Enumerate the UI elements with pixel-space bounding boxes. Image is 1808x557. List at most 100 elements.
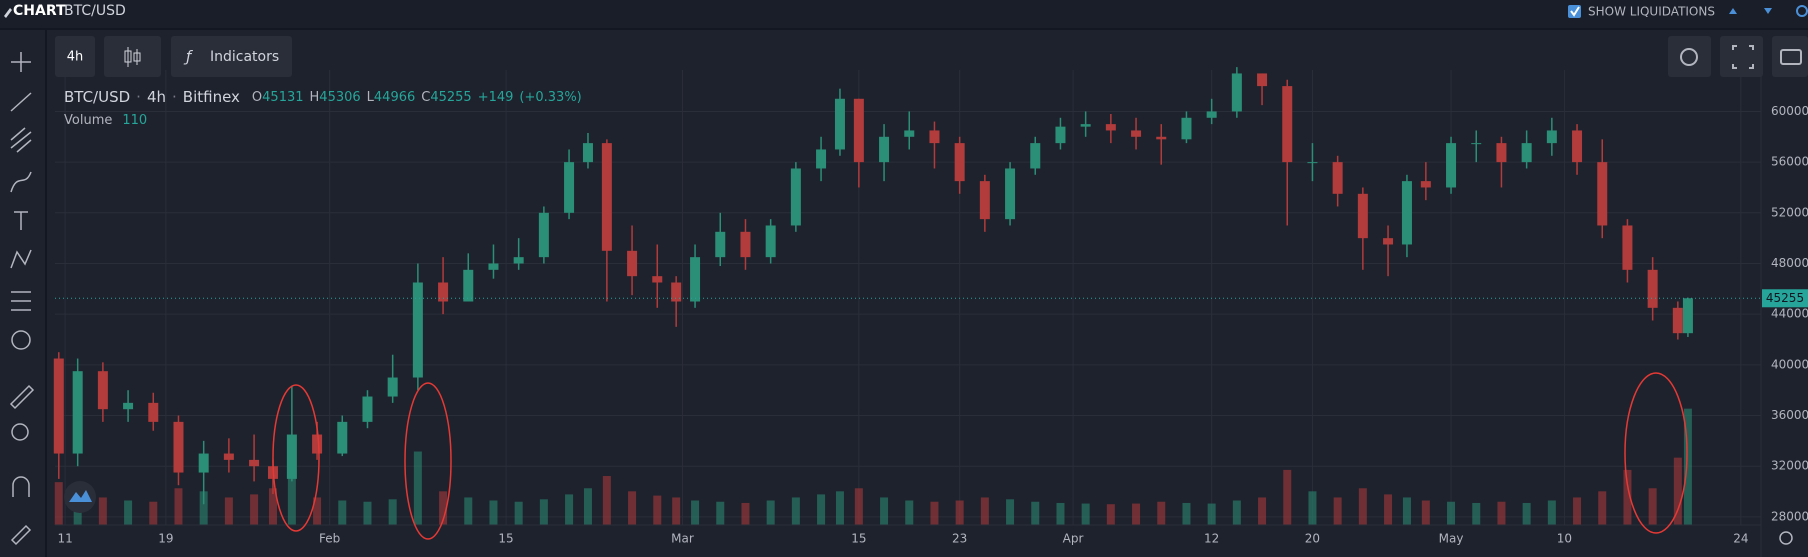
fullscreen-icon (1732, 45, 1754, 69)
fib-tool[interactable] (10, 127, 32, 153)
volume-bars (54, 408, 1692, 525)
candle-body (148, 402, 159, 422)
candle-body (1682, 298, 1693, 334)
header-title: CHART (13, 3, 66, 19)
volume-bar (539, 499, 548, 525)
candle-body (740, 231, 751, 258)
axes: 28000 32000 36000 40000 44000 48000 52000 56000… (55, 70, 1808, 557)
lock-tool[interactable] (10, 524, 32, 546)
volume-bar (439, 491, 448, 525)
volume-bar (1081, 503, 1090, 525)
indicators-label[interactable]: Indicators (210, 49, 279, 65)
volume-bar (313, 497, 322, 525)
y-tick-label: 52000 (1771, 205, 1808, 219)
volume-bar (766, 500, 775, 525)
expand-button[interactable] (1764, 8, 1772, 14)
volume-bar (1283, 469, 1292, 525)
volume-bar (1232, 500, 1241, 525)
x-tick-label: 20 (1305, 532, 1320, 546)
gear-icon (1680, 48, 1698, 66)
volume-bar (489, 500, 498, 525)
volume-bar (1648, 488, 1657, 525)
candle-body (601, 143, 612, 251)
volume-bar (413, 451, 422, 525)
volume-bar (1384, 494, 1393, 525)
volume-bar (338, 500, 347, 525)
volume-bar (268, 488, 277, 525)
volume-bar (1132, 503, 1141, 525)
candle-body (53, 358, 64, 454)
candle-body (1332, 162, 1343, 194)
candle-body (715, 231, 726, 258)
x-tick-label: Mar (671, 532, 694, 546)
volume-bar (199, 491, 208, 525)
candle-body (1357, 193, 1368, 239)
collapse-button[interactable] (1729, 8, 1737, 14)
volume-bar (363, 501, 372, 525)
volume-bar (1056, 502, 1065, 525)
candle-body (1181, 117, 1192, 140)
volume-bar (1333, 497, 1342, 525)
volume-bar (224, 497, 233, 525)
candle-body (1005, 168, 1016, 220)
candle-body (1231, 73, 1242, 112)
indicators-button[interactable] (171, 36, 292, 77)
candle-body (387, 377, 398, 397)
screenshot-button[interactable] (1772, 36, 1808, 77)
volume-bar (1358, 488, 1367, 525)
candle-body (1080, 124, 1091, 127)
volume-bar (1522, 502, 1531, 525)
settings-button[interactable] (1668, 36, 1711, 77)
trend-line-tool[interactable] (10, 92, 32, 112)
candle-body (1446, 143, 1457, 188)
text-tool[interactable] (14, 211, 28, 230)
volume-bar (98, 497, 107, 525)
ohlc-label: H (309, 89, 320, 105)
candle-body (1546, 130, 1557, 144)
ohlc-label: L (366, 89, 374, 105)
volume-bar (653, 495, 662, 525)
volume-bar (880, 497, 889, 525)
interval-button[interactable] (55, 36, 95, 77)
zoom-tool[interactable] (11, 423, 29, 441)
volume-bar (817, 494, 826, 525)
annotation-circle (404, 382, 452, 540)
candle-body (1521, 143, 1532, 163)
emoji-tool[interactable] (11, 330, 31, 350)
candle-body (1282, 86, 1293, 163)
x-tick-label: 24 (1733, 532, 1748, 546)
crosshair-tool[interactable] (11, 52, 31, 72)
candle-body (564, 162, 575, 213)
candle-body (1307, 162, 1318, 164)
drawing-tools (9, 52, 35, 546)
volume-bar (250, 494, 259, 525)
candle-body (1572, 130, 1583, 163)
prediction-tool[interactable] (11, 291, 31, 311)
x-tick-label: 15 (498, 532, 513, 546)
volume-bar (1308, 491, 1317, 525)
x-tick-label: 15 (851, 532, 866, 546)
axis-settings-button[interactable] (1779, 531, 1793, 545)
pattern-tool[interactable] (10, 249, 32, 269)
candle-body (513, 257, 524, 264)
volume-bar (1207, 503, 1216, 525)
liquidations-label[interactable]: SHOW LIQUIDATIONS (1588, 5, 1715, 19)
magnet-tool[interactable] (12, 476, 30, 497)
legend-exchange: Bitfinex (182, 88, 240, 106)
volume-bar (691, 500, 700, 525)
refresh-button[interactable] (1796, 5, 1808, 17)
volume-value: 110 (122, 113, 148, 128)
legend-change-pct: (+0.33%) (519, 89, 582, 105)
candle-body (904, 130, 915, 137)
candle-body (1672, 307, 1683, 334)
candle-body (1105, 124, 1116, 131)
volume-bar (955, 500, 964, 525)
interval-button-label[interactable]: 4h (67, 50, 84, 65)
fullscreen-button[interactable] (1720, 36, 1763, 77)
volume-bar (1106, 504, 1115, 525)
chart-style-button[interactable] (104, 36, 161, 77)
x-tick-label: Feb (319, 532, 340, 546)
brush-tool[interactable] (10, 171, 32, 193)
ohlc-value: 45255 (430, 89, 472, 105)
ruler-tool[interactable] (9, 384, 35, 410)
